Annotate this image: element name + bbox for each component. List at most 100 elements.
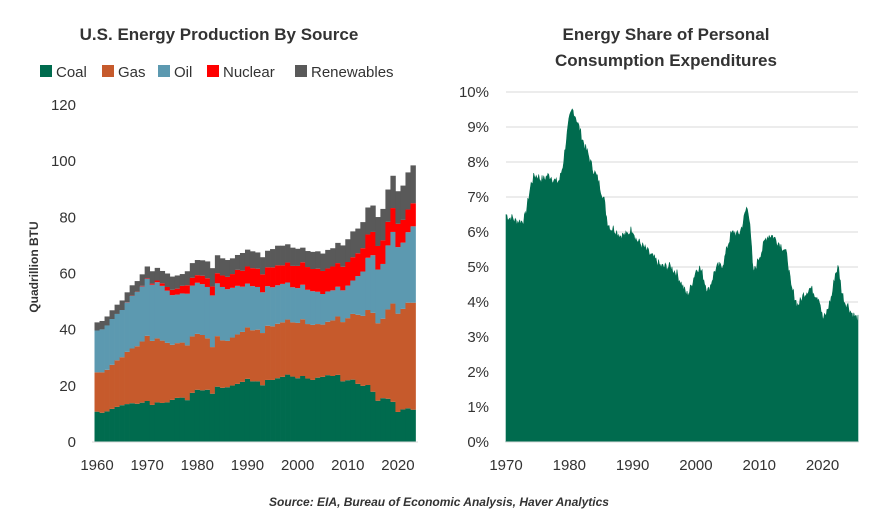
bar-segment-coal — [249, 381, 256, 442]
bar-segment-coal — [400, 409, 406, 442]
bar-segment-gas — [239, 331, 246, 382]
bar-segment-renewables — [204, 261, 211, 279]
bar-segment-renewables — [410, 165, 416, 204]
bar-segment-renewables — [174, 275, 181, 289]
bar-segment-oil — [219, 286, 226, 341]
bar-segment-oil — [390, 231, 396, 304]
bar-segment-renewables — [219, 258, 226, 276]
bar-segment-coal — [119, 405, 125, 442]
bar-segment-nuclear — [380, 240, 386, 264]
bar-segment-oil — [285, 282, 291, 320]
bar-segment-coal — [370, 391, 376, 442]
bar-segment-renewables — [99, 320, 105, 330]
bar-segment-coal — [214, 386, 221, 442]
bar-segment-coal — [260, 385, 266, 442]
bar-segment-renewables — [385, 189, 391, 222]
bar-segment-nuclear — [335, 263, 341, 287]
bar-segment-gas — [119, 357, 125, 406]
bar-segment-coal — [169, 399, 176, 443]
bar-segment-coal — [320, 376, 326, 442]
bar-segment-coal — [239, 381, 246, 442]
bar-segment-gas — [360, 315, 366, 386]
bar-segment-oil — [400, 242, 406, 309]
source-note: Source: EIA, Bureau of Economic Analysis… — [269, 495, 609, 509]
bar-segment-nuclear — [400, 219, 406, 243]
bar-segment-oil — [174, 294, 181, 344]
bar-segment-gas — [129, 348, 135, 404]
left-x-axis: 1960 1970 1980 1990 2000 2010 2020 — [80, 457, 414, 474]
bar-segment-oil — [244, 283, 251, 328]
bar-segment-nuclear — [229, 274, 236, 288]
bar-segment-coal — [345, 380, 351, 442]
left-chart-title: U.S. Energy Production By Source — [80, 25, 359, 44]
bar-segment-renewables — [310, 251, 316, 270]
bar-segment-renewables — [109, 310, 115, 319]
bar-segment-coal — [134, 403, 140, 442]
bar-segment-nuclear — [365, 234, 371, 258]
bar-segment-renewables — [189, 263, 196, 278]
bar-segment-coal — [104, 411, 110, 442]
bar-segment-gas — [194, 333, 201, 390]
bar-segment-coal — [144, 401, 151, 442]
bar-segment-coal — [139, 402, 146, 442]
right-y-tick-label: 9% — [467, 119, 489, 136]
bar-segment-renewables — [340, 245, 346, 267]
right-x-axis: 1970 1980 1990 2000 2010 2020 — [489, 457, 839, 474]
bar-segment-gas — [340, 322, 346, 382]
bar-segment-oil — [350, 280, 356, 314]
legend-label-gas: Gas — [118, 64, 146, 81]
bar-segment-renewables — [365, 207, 371, 235]
bar-segment-coal — [295, 378, 301, 442]
bar-segment-nuclear — [285, 262, 291, 283]
bar-segment-gas — [114, 360, 120, 407]
bar-segment-oil — [320, 294, 326, 325]
bar-segment-renewables — [280, 245, 286, 266]
bar-segment-oil — [355, 276, 361, 315]
bar-segment-oil — [380, 263, 386, 319]
bar-segment-nuclear — [189, 277, 196, 286]
left-chart-legend: Coal Gas Oil Nuclear Renewables — [40, 64, 394, 81]
bar-segment-coal — [154, 402, 161, 442]
bar-segment-coal — [265, 379, 271, 442]
left-y-axis-label: Quadrillion BTU — [27, 221, 41, 312]
bar-segment-coal — [209, 393, 216, 442]
bar-segment-renewables — [355, 228, 361, 254]
bar-segment-coal — [189, 392, 196, 442]
left-y-tick-label: 100 — [51, 153, 76, 170]
bar-segment-coal — [124, 404, 130, 442]
bar-segment-renewables — [290, 247, 296, 266]
bar-segment-gas — [224, 340, 231, 388]
bar-segment-gas — [330, 320, 336, 376]
bar-segment-nuclear — [139, 285, 146, 287]
energy-share-area — [505, 108, 859, 443]
bar-segment-nuclear — [290, 265, 296, 288]
bar-segment-coal — [164, 402, 171, 442]
bar-segment-gas — [179, 342, 186, 398]
bar-segment-coal — [244, 378, 251, 442]
bar-segment-gas — [219, 340, 226, 388]
bar-segment-gas — [184, 345, 191, 401]
bar-segment-gas — [109, 364, 115, 409]
bar-segment-nuclear — [385, 221, 391, 246]
legend-swatch-gas — [102, 65, 114, 77]
bar-segment-renewables — [244, 249, 251, 267]
bar-segment-oil — [164, 290, 171, 343]
bar-segment-oil — [129, 295, 135, 349]
right-x-tick-label: 2000 — [679, 457, 712, 474]
bar-segment-coal — [159, 402, 166, 442]
legend-label-nuclear: Nuclear — [223, 64, 275, 81]
bar-segment-oil — [124, 302, 130, 352]
bar-segment-gas — [300, 319, 306, 377]
left-y-axis: 0 20 40 60 80 100 120 — [51, 97, 76, 451]
bar-segment-coal — [234, 383, 241, 442]
bar-segment-nuclear — [325, 268, 331, 292]
bar-segment-coal — [375, 400, 381, 442]
bar-segment-renewables — [179, 274, 186, 286]
bar-segment-coal — [405, 408, 411, 442]
bar-segment-oil — [365, 257, 371, 311]
bar-segment-coal — [360, 385, 366, 442]
bar-segment-gas — [305, 324, 311, 379]
left-x-tick-label: 2000 — [281, 457, 314, 474]
bar-segment-oil — [139, 286, 146, 342]
bar-segment-renewables — [124, 292, 130, 303]
